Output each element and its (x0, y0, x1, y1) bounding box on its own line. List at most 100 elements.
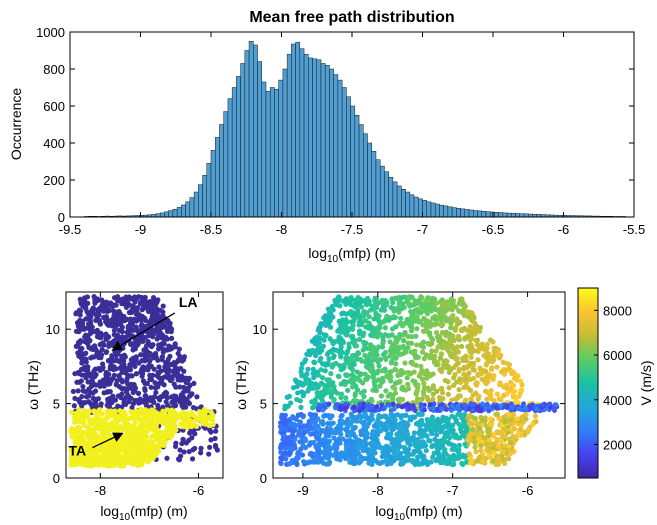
la-point (132, 397, 138, 404)
velocity-point (438, 351, 444, 357)
velocity-point (399, 404, 405, 410)
velocity-point (518, 387, 524, 393)
velocity-point (418, 343, 424, 349)
ta-point (169, 432, 175, 438)
velocity-point (488, 366, 495, 372)
la-point (164, 455, 170, 461)
velocity-point (487, 416, 494, 422)
velocity-point (383, 388, 389, 394)
velocity-point (315, 384, 321, 390)
histogram-bar (257, 61, 263, 218)
velocity-point (349, 413, 355, 419)
velocity-point (512, 434, 518, 440)
velocity-point (551, 405, 557, 411)
ta-point (89, 440, 96, 447)
x-tick-label: -7 (447, 483, 459, 498)
la-point (99, 297, 105, 303)
histogram-bar (460, 208, 466, 218)
x-tick-label: -6 (558, 222, 570, 237)
velocity-point (439, 368, 445, 375)
la-point (101, 308, 107, 314)
velocity-point (290, 427, 297, 434)
velocity-point (380, 351, 387, 358)
la-point (111, 332, 117, 338)
velocity-point (376, 407, 382, 413)
x-tick-label: -7 (417, 222, 429, 237)
velocity-point (389, 436, 395, 442)
velocity-point (499, 454, 505, 460)
histogram-bar (269, 87, 275, 218)
velocity-point (415, 445, 421, 451)
ta-point (188, 412, 194, 418)
velocity-point (408, 328, 415, 334)
velocity-point (390, 353, 396, 359)
velocity-point (457, 426, 464, 432)
velocity-point (374, 334, 381, 340)
la-point (98, 401, 104, 407)
la-point (77, 312, 83, 318)
velocity-point (417, 427, 424, 433)
velocity-point (447, 335, 453, 341)
velocity-point (352, 338, 358, 344)
velocity-point (473, 449, 479, 455)
velocity-point (354, 369, 360, 375)
velocity-point (300, 393, 306, 399)
la-point (159, 354, 165, 360)
velocity-point (478, 443, 484, 449)
velocity-point (295, 455, 301, 461)
velocity-point (313, 425, 319, 431)
velocity-point (291, 415, 297, 421)
velocity-point (313, 444, 319, 450)
velocity-point (502, 419, 508, 425)
ta-point (85, 448, 91, 454)
velocity-point (348, 445, 354, 451)
velocity-point (326, 428, 332, 434)
la-point (208, 437, 214, 443)
velocity-point (338, 349, 344, 355)
histogram-bar (464, 209, 470, 218)
velocity-point (424, 394, 430, 401)
velocity-point (474, 342, 481, 348)
velocity-point (507, 439, 513, 446)
velocity-point (326, 451, 333, 457)
velocity-point (474, 382, 480, 388)
velocity-point (403, 433, 409, 439)
velocity-point (378, 393, 385, 399)
velocity-point (506, 411, 512, 418)
velocity-point (437, 420, 443, 426)
la-point (164, 336, 170, 342)
velocity-point (354, 352, 360, 358)
velocity-point (325, 442, 331, 448)
ta-point (102, 420, 109, 426)
histogram-bar (413, 196, 419, 218)
velocity-point (369, 411, 375, 418)
ta-point (121, 455, 127, 462)
velocity-point (344, 427, 350, 434)
velocity-point (294, 396, 300, 403)
histogram-bar (248, 41, 254, 218)
velocity-point (376, 344, 382, 350)
velocity-point (320, 421, 326, 427)
velocity-point (338, 418, 345, 424)
velocity-point (462, 441, 468, 447)
ta-point (92, 423, 99, 429)
ta-point (86, 444, 92, 450)
la-point (119, 334, 125, 340)
histogram-bar (299, 48, 305, 218)
x-tick-label: -9 (297, 483, 309, 498)
la-point (156, 374, 162, 381)
velocity-point (495, 461, 502, 467)
la-point (117, 315, 124, 322)
la-point (136, 312, 143, 318)
ta-point (79, 434, 85, 440)
velocity-point (301, 430, 307, 436)
velocity-point (508, 422, 514, 428)
la-point (126, 394, 132, 401)
la-point (83, 359, 89, 365)
la-point (101, 390, 107, 396)
velocity-point (351, 404, 357, 410)
velocity-point (471, 348, 478, 354)
velocity-point (490, 433, 497, 439)
ta-point (104, 457, 111, 463)
